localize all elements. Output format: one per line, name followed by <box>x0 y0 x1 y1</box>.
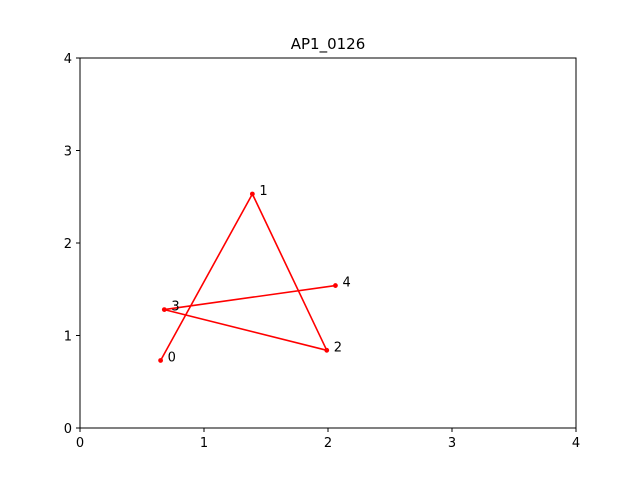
point-label-2: 2 <box>334 340 342 355</box>
x-tick-label: 3 <box>448 436 456 451</box>
y-tick-label: 4 <box>64 52 72 67</box>
plot-area: 0 1 2 3 4 <box>158 184 351 365</box>
y-tick-label: 3 <box>64 145 72 160</box>
chart-title: AP1_0126 <box>291 35 366 54</box>
x-axis: 0 1 2 3 4 <box>76 428 580 451</box>
x-tick-label: 4 <box>572 436 580 451</box>
data-point-1 <box>249 191 255 197</box>
y-axis: 0 1 2 3 4 <box>64 52 80 437</box>
data-point-4 <box>333 283 338 288</box>
x-tick-label: 1 <box>200 436 208 451</box>
y-tick-label: 1 <box>64 330 72 345</box>
y-tick-label: 2 <box>64 237 72 252</box>
y-tick-label: 0 <box>64 422 72 437</box>
axes-frame <box>79 57 577 429</box>
data-point-0 <box>158 358 164 363</box>
x-tick-label: 0 <box>76 436 84 451</box>
data-point-3 <box>161 307 167 312</box>
point-label-3: 3 <box>171 300 179 315</box>
x-tick-label: 2 <box>324 436 332 451</box>
point-label-4: 4 <box>342 276 350 291</box>
point-label-0: 0 <box>168 350 176 365</box>
point-label-1: 1 <box>259 184 267 199</box>
data-point-2 <box>324 347 330 353</box>
